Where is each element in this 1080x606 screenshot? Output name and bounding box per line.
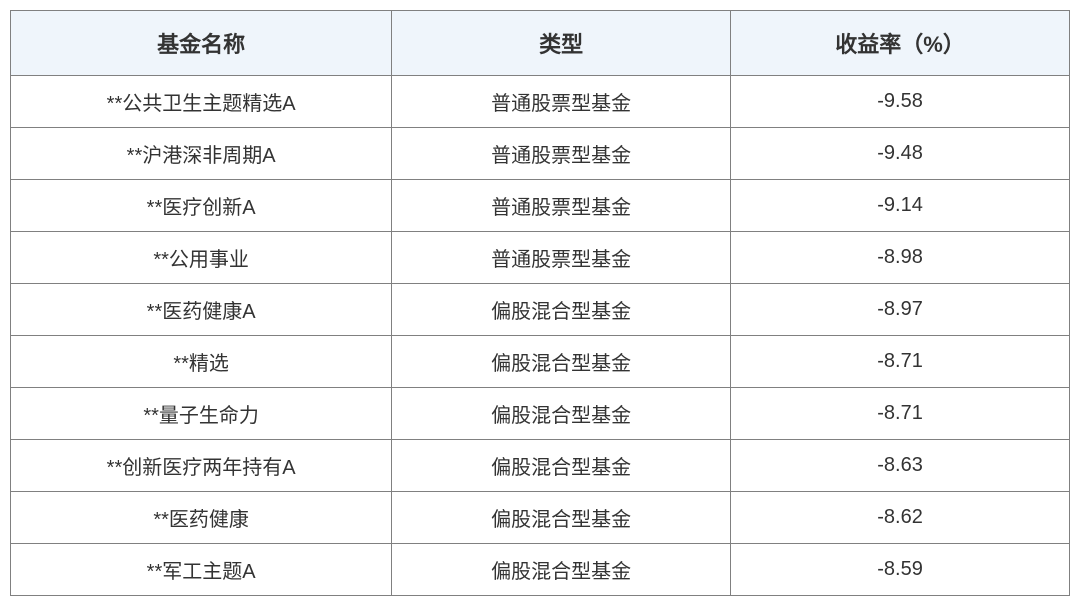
table-header: 基金名称 类型 收益率（%） — [11, 11, 1070, 76]
cell-return: -9.48 — [731, 128, 1070, 180]
table-row: **公共卫生主题精选A 普通股票型基金 -9.58 — [11, 76, 1070, 128]
cell-return: -8.63 — [731, 440, 1070, 492]
table-header-row: 基金名称 类型 收益率（%） — [11, 11, 1070, 76]
table-row: **量子生命力 偏股混合型基金 -8.71 — [11, 388, 1070, 440]
table-body: **公共卫生主题精选A 普通股票型基金 -9.58 **沪港深非周期A 普通股票… — [11, 76, 1070, 596]
cell-name: **创新医疗两年持有A — [11, 440, 392, 492]
cell-type: 偏股混合型基金 — [392, 544, 731, 596]
cell-type: 偏股混合型基金 — [392, 284, 731, 336]
cell-return: -9.58 — [731, 76, 1070, 128]
table-row: **医药健康 偏股混合型基金 -8.62 — [11, 492, 1070, 544]
cell-type: 普通股票型基金 — [392, 180, 731, 232]
column-header-return: 收益率（%） — [731, 11, 1070, 76]
cell-return: -9.14 — [731, 180, 1070, 232]
cell-name: **医药健康A — [11, 284, 392, 336]
cell-return: -8.62 — [731, 492, 1070, 544]
cell-return: -8.59 — [731, 544, 1070, 596]
cell-type: 偏股混合型基金 — [392, 492, 731, 544]
cell-type: 普通股票型基金 — [392, 128, 731, 180]
cell-type: 偏股混合型基金 — [392, 388, 731, 440]
cell-type: 偏股混合型基金 — [392, 336, 731, 388]
table-row: **创新医疗两年持有A 偏股混合型基金 -8.63 — [11, 440, 1070, 492]
fund-table-container: 基金名称 类型 收益率（%） **公共卫生主题精选A 普通股票型基金 -9.58… — [10, 10, 1070, 596]
cell-name: **沪港深非周期A — [11, 128, 392, 180]
cell-return: -8.71 — [731, 388, 1070, 440]
column-header-name: 基金名称 — [11, 11, 392, 76]
cell-name: **军工主题A — [11, 544, 392, 596]
cell-name: **公用事业 — [11, 232, 392, 284]
cell-name: **医药健康 — [11, 492, 392, 544]
cell-name: **精选 — [11, 336, 392, 388]
cell-type: 普通股票型基金 — [392, 76, 731, 128]
cell-name: **公共卫生主题精选A — [11, 76, 392, 128]
table-row: **沪港深非周期A 普通股票型基金 -9.48 — [11, 128, 1070, 180]
table-row: **医药健康A 偏股混合型基金 -8.97 — [11, 284, 1070, 336]
table-row: **精选 偏股混合型基金 -8.71 — [11, 336, 1070, 388]
table-row: **医疗创新A 普通股票型基金 -9.14 — [11, 180, 1070, 232]
fund-table: 基金名称 类型 收益率（%） **公共卫生主题精选A 普通股票型基金 -9.58… — [10, 10, 1070, 596]
cell-name: **量子生命力 — [11, 388, 392, 440]
table-row: **军工主题A 偏股混合型基金 -8.59 — [11, 544, 1070, 596]
cell-type: 普通股票型基金 — [392, 232, 731, 284]
cell-return: -8.97 — [731, 284, 1070, 336]
cell-return: -8.71 — [731, 336, 1070, 388]
cell-type: 偏股混合型基金 — [392, 440, 731, 492]
cell-return: -8.98 — [731, 232, 1070, 284]
column-header-type: 类型 — [392, 11, 731, 76]
cell-name: **医疗创新A — [11, 180, 392, 232]
table-row: **公用事业 普通股票型基金 -8.98 — [11, 232, 1070, 284]
